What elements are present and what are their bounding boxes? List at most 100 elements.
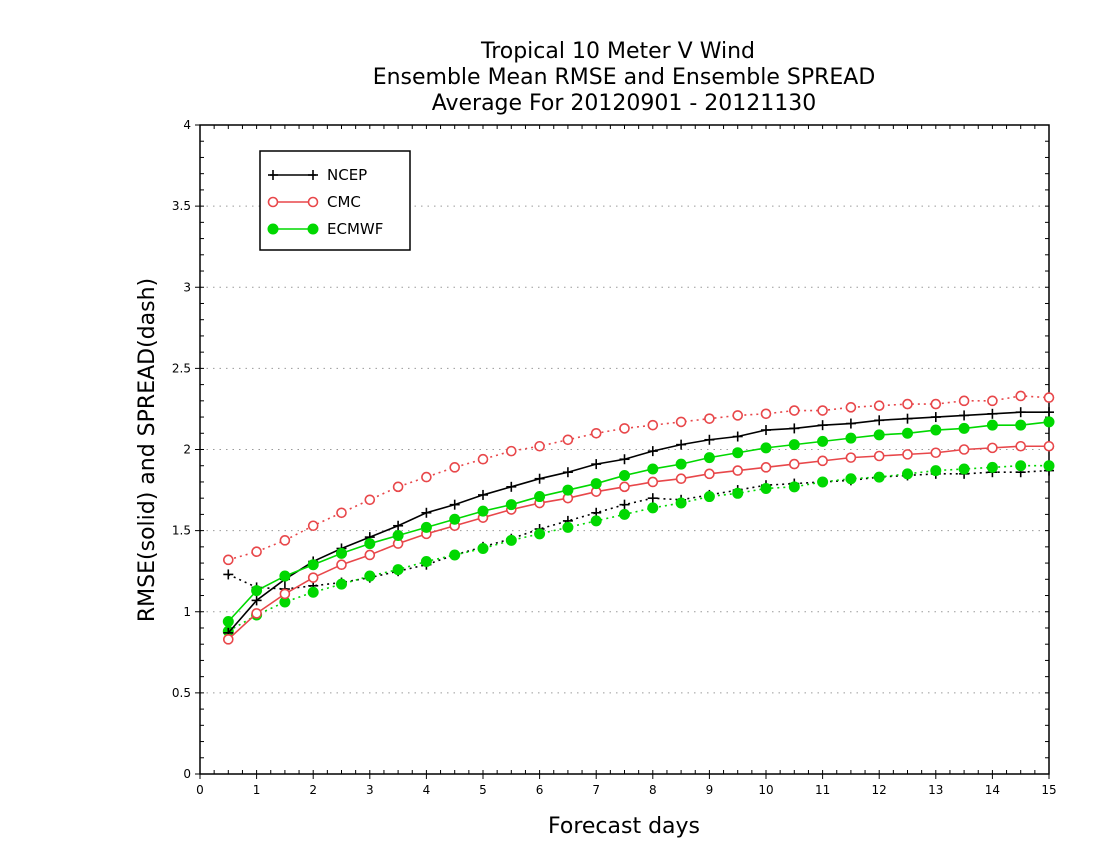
cmc-spread-point	[647, 419, 659, 431]
ecmwf-spread-point	[902, 468, 913, 480]
x-tick-label: 13	[928, 783, 943, 797]
y-tick-label: 2	[183, 443, 191, 457]
ecmwf-spread-point	[534, 528, 546, 540]
cmc-rmse-point	[958, 444, 970, 455]
ncep-rmse-point	[619, 454, 630, 465]
ecmwf-rmse-point	[1043, 416, 1055, 428]
grid	[200, 205, 1049, 694]
ecmwf-spread-point	[986, 461, 998, 473]
cmc-spread-point	[675, 416, 687, 428]
ncep-rmse-point	[1015, 407, 1026, 418]
cmc-spread-point	[1043, 392, 1055, 403]
ecmwf-rmse-point	[675, 458, 687, 470]
y-tick-label: 0.5	[172, 686, 191, 700]
ncep-rmse-point	[930, 412, 941, 423]
cmc-spread-point	[279, 535, 291, 546]
ncep-rmse-point	[789, 423, 800, 434]
ecmwf-spread-point	[675, 497, 687, 509]
cmc-spread-point	[930, 398, 942, 410]
cmc-spread-point	[562, 434, 574, 446]
cmc-rmse-point	[307, 572, 319, 583]
legend-marker	[307, 223, 319, 235]
ecmwf-spread-point	[619, 508, 630, 520]
ncep-rmse-point	[959, 410, 970, 421]
ncep-rmse-point	[449, 499, 460, 510]
ncep-rmse-point	[393, 520, 404, 531]
ecmwf-rmse-point	[364, 538, 376, 550]
cmc-rmse-point	[675, 473, 687, 485]
cmc-spread-line	[228, 395, 1050, 561]
ecmwf-spread-point	[1015, 460, 1027, 472]
ecmwf-rmse-point	[703, 452, 715, 464]
x-tick-label: 8	[649, 783, 657, 797]
ecmwf-spread-point	[562, 521, 574, 533]
ecmwf-spread-point	[732, 487, 744, 499]
ecmwf-spread-point	[647, 502, 659, 514]
ecmwf-rmse-point	[251, 585, 263, 597]
x-tick-label: 7	[592, 783, 600, 797]
ecmwf-rmse-point	[534, 491, 546, 503]
cmc-spread-point	[534, 440, 545, 452]
legend: NCEP CMC ECMWF	[259, 150, 411, 251]
ecmwf-spread-line	[227, 464, 1049, 632]
cmc-rmse-point	[223, 634, 234, 645]
ecmwf-spread-point	[788, 481, 800, 493]
ncep-rmse-point	[817, 420, 828, 431]
ncep-rmse-point	[591, 459, 602, 470]
cmc-rmse-point	[732, 465, 744, 476]
ecmwf-rmse-point	[619, 469, 630, 481]
legend-marker	[268, 170, 278, 180]
ncep-rmse-point	[704, 434, 715, 445]
ecmwf-rmse-point	[902, 427, 913, 439]
series-layer	[222, 390, 1055, 645]
ecmwf-rmse-point	[279, 570, 291, 582]
ecmwf-rmse-point	[477, 505, 489, 517]
legend-label: NCEP	[327, 166, 367, 184]
ecmwf-rmse-point	[732, 447, 744, 459]
x-tick-label: 15	[1041, 783, 1056, 797]
ecmwf-rmse-point	[222, 615, 234, 627]
ecmwf-rmse-point	[930, 424, 942, 436]
axes: 00.511.522.533.540 1 2 3 4 5 6 7 8 9 10 11 12 13 14 15	[172, 118, 1057, 797]
title-line-1: Tropical 10 Meter V Wind	[480, 39, 755, 64]
ecmwf-rmse-point	[392, 529, 404, 541]
x-tick-label: 1	[253, 783, 261, 797]
ecmwf-rmse-point	[788, 439, 800, 451]
ecmwf-spread-point	[930, 465, 942, 477]
x-tick-label: 0	[196, 783, 204, 797]
ecmwf-spread-point	[336, 578, 347, 590]
cmc-spread-point	[760, 408, 772, 420]
cmc-spread-point	[590, 427, 602, 439]
ecmwf-rmse-point	[1015, 419, 1027, 431]
ncep-spread-point	[223, 569, 234, 580]
cmc-rmse-line	[227, 445, 1049, 640]
x-tick-label: 14	[985, 783, 1000, 797]
chart-title: Tropical 10 Meter V Wind Ensemble Mean R…	[373, 39, 876, 116]
cmc-spread-point	[619, 423, 630, 434]
ecmwf-rmse-point	[336, 547, 347, 559]
cmc-spread-point	[364, 494, 376, 506]
ecmwf-rmse-point	[590, 478, 602, 490]
ecmwf-spread-point	[845, 473, 857, 485]
cmc-spread-point	[477, 453, 489, 465]
ecmwf-spread-point	[420, 555, 432, 567]
y-tick-label: 3	[183, 280, 191, 294]
cmc-spread-point	[958, 395, 970, 407]
cmc-rmse-point	[902, 449, 913, 460]
legend-marker	[267, 196, 279, 208]
cmc-rmse-point	[647, 476, 659, 488]
cmc-rmse-point	[279, 588, 291, 600]
ecmwf-rmse-point	[817, 435, 829, 447]
cmc-rmse-point	[760, 462, 772, 473]
y-tick-label: 3.5	[172, 199, 191, 213]
legend-entry-ecmwf: ECMWF	[267, 220, 383, 238]
cmc-rmse-point	[251, 608, 262, 619]
legend-entry-ncep: NCEP	[268, 166, 367, 184]
cmc-spread-point	[1015, 390, 1027, 402]
cmc-rmse-point	[873, 450, 885, 462]
ecmwf-spread-point	[817, 476, 829, 488]
cmc-rmse-point	[817, 455, 828, 467]
ncep-spread-point	[647, 493, 658, 504]
cmc-spread-point	[449, 462, 461, 473]
ecmwf-spread-point	[307, 586, 319, 598]
